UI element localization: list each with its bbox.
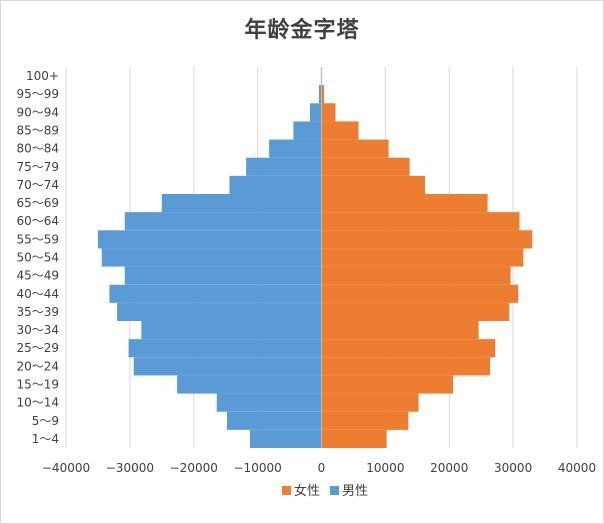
female-bar (321, 266, 511, 285)
female-legend-swatch (282, 486, 291, 495)
male-legend-swatch (330, 486, 339, 495)
male-bar (246, 157, 322, 176)
y-tick-label: 20～24 (16, 359, 59, 373)
y-tick-label: 70～74 (16, 178, 59, 192)
y-tick-label: 25～29 (16, 341, 59, 355)
y-tick-label: 50～54 (16, 251, 59, 265)
male-bar (109, 284, 322, 303)
y-tick-label: 45～49 (16, 269, 59, 283)
y-tick-label: 60～64 (16, 214, 59, 228)
female-bar (321, 121, 359, 140)
x-tick-label: 20000 (430, 461, 468, 475)
y-tick-label: 65～69 (16, 196, 59, 210)
y-tick-label: 5～9 (32, 414, 59, 428)
x-tick-label: 30000 (494, 461, 532, 475)
x-tick-label: −20000 (170, 461, 218, 475)
female-bar (321, 357, 491, 376)
male-bar (124, 266, 322, 285)
male-bar (216, 393, 322, 412)
y-tick-label: 100+ (26, 69, 59, 83)
y-tick-label: 30～34 (16, 323, 59, 337)
x-tick-label: 40000 (558, 461, 596, 475)
male-bar (269, 139, 322, 158)
female-bar (321, 194, 488, 213)
male-bar (229, 175, 322, 194)
y-tick-label: 15～19 (16, 378, 59, 392)
female-bar (321, 175, 425, 194)
y-tick-label: 55～59 (16, 232, 59, 246)
chart-title: 年龄金字塔 (244, 17, 360, 43)
female-bar (321, 230, 533, 249)
female-bar (321, 284, 519, 303)
female-bar (321, 339, 496, 358)
y-tick-label: 35～39 (16, 305, 59, 319)
female-legend-label: 女性 (294, 483, 320, 499)
female-bar (321, 103, 336, 122)
male-bar (97, 230, 322, 249)
y-tick-label: 95～99 (16, 87, 59, 101)
female-bar (321, 302, 510, 321)
y-tick-label: 80～84 (16, 142, 59, 156)
male-bar (249, 429, 322, 448)
male-bar (293, 121, 322, 140)
female-bar (321, 139, 389, 158)
axes: −40000 −30000 −20000 −10000 0 10000 20000 30000… (16, 67, 596, 475)
female-bar (321, 248, 524, 267)
female-bar (321, 157, 410, 176)
male-bar (318, 85, 322, 104)
x-tick-label: −40000 (42, 461, 90, 475)
male-bar (161, 194, 322, 213)
female-bar (321, 393, 419, 412)
y-tick-label: 90～94 (16, 105, 59, 119)
x-tick-label: 10000 (366, 461, 404, 475)
x-tick-label: −10000 (234, 461, 282, 475)
female-bar (321, 411, 409, 430)
male-bar (117, 302, 322, 321)
y-tick-label: 40～44 (16, 287, 59, 301)
legend: 女性 男性 (282, 483, 368, 499)
female-bar (321, 375, 454, 394)
female-bar (321, 212, 520, 231)
female-bar (321, 429, 387, 448)
male-legend-label: 男性 (342, 484, 368, 499)
male-bar (310, 103, 322, 122)
male-bar (101, 248, 322, 267)
y-tick-label: 1～4 (32, 432, 59, 446)
y-tick-label: 85～89 (16, 124, 59, 138)
male-bar (226, 411, 322, 430)
male-bar (177, 375, 322, 394)
y-tick-label: 75～79 (16, 160, 59, 174)
x-tick-label: −30000 (106, 461, 154, 475)
female-bar (321, 321, 479, 340)
female-bar (321, 85, 325, 104)
male-bar (141, 321, 322, 340)
male-bar (128, 339, 322, 358)
male-bar (133, 357, 322, 376)
y-tick-label: 10～14 (16, 396, 59, 410)
bars (97, 67, 533, 448)
x-tick-label: 0 (318, 461, 326, 475)
male-bar (124, 212, 322, 231)
